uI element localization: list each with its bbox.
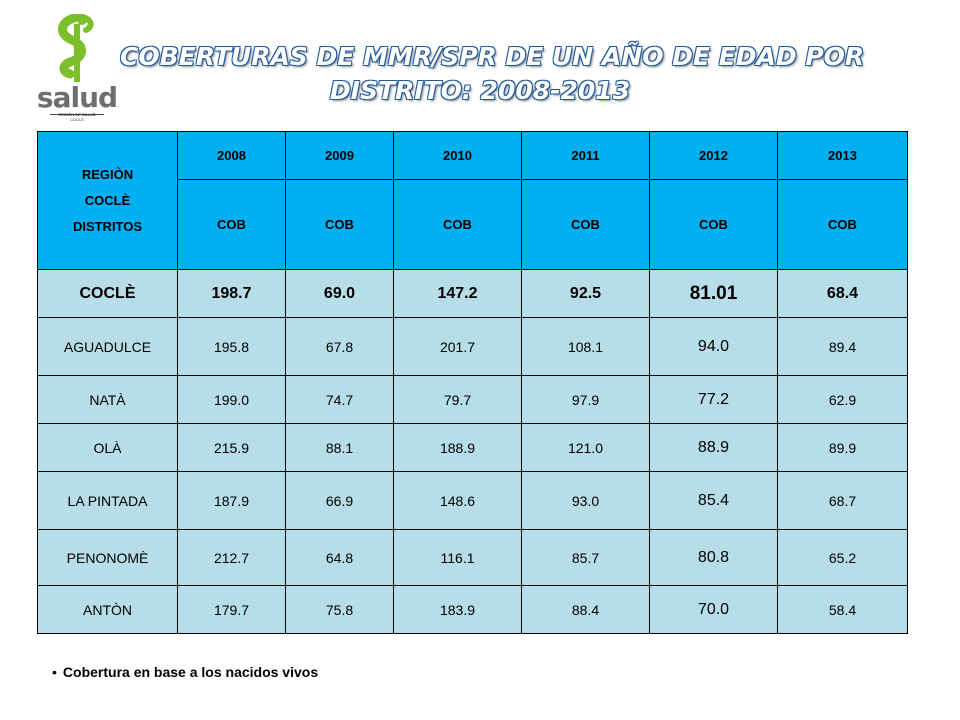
- coverage-value: 188.9: [393, 423, 522, 472]
- district-row: OLÀ 215.9 88.1 188.9 121.0 88.9 89.9: [37, 423, 908, 472]
- district-name: ANTÒN: [37, 585, 178, 634]
- coverage-value: 93.0: [521, 471, 650, 530]
- salud-logo: salud REGIÓN DE SALUD COCLÉ: [34, 14, 120, 122]
- cob-header: COB: [393, 179, 522, 270]
- coverage-value: 89.4: [777, 317, 908, 376]
- region-header-line: REGIÒN: [81, 166, 134, 182]
- coverage-value: 58.4: [777, 585, 908, 634]
- year-header: 2012: [649, 131, 778, 180]
- coverage-value: 77.2: [649, 375, 778, 424]
- cob-header: COB: [521, 179, 650, 270]
- coverage-value: 195.8: [177, 317, 286, 376]
- province-total-row: COCLÈ 198.7 69.0 147.2 92.5 81.01 68.4: [37, 269, 908, 318]
- coverage-value: 85.4: [649, 471, 778, 530]
- snake-emblem-icon: [58, 14, 94, 82]
- footnote-text: Cobertura en base a los nacidos vivos: [62, 664, 319, 680]
- coverage-value: 69.0: [285, 269, 394, 318]
- region-header-cell: REGIÒN COCLÈ DISTRITOS: [37, 131, 178, 270]
- coverage-value: 75.8: [285, 585, 394, 634]
- coverage-value: 215.9: [177, 423, 286, 472]
- coverage-value: 147.2: [393, 269, 522, 318]
- cob-header: COB: [177, 179, 286, 270]
- title-line-1: COBERTURAS DE MMR/SPR DE UN AÑO DE EDAD …: [120, 42, 865, 72]
- year-header: 2011: [521, 131, 650, 180]
- coverage-value: 74.7: [285, 375, 394, 424]
- coverage-value: 62.9: [777, 375, 908, 424]
- coverage-value: 92.5: [521, 269, 650, 318]
- district-name: OLÀ: [37, 423, 178, 472]
- district-name: PENONOMÈ: [37, 529, 178, 586]
- year-header: 2013: [777, 131, 908, 180]
- cob-header: COB: [649, 179, 778, 270]
- coverage-value: 79.7: [393, 375, 522, 424]
- coverage-value: 67.8: [285, 317, 394, 376]
- coverage-value: 88.9: [649, 423, 778, 472]
- district-row: AGUADULCE 195.8 67.8 201.7 108.1 94.0 89…: [37, 317, 908, 376]
- coverage-value: 68.4: [777, 269, 908, 318]
- cob-header: COB: [777, 179, 908, 270]
- year-header: 2009: [285, 131, 394, 180]
- district-row: PENONOMÈ 212.7 64.8 116.1 85.7 80.8 65.2: [37, 529, 908, 586]
- year-header-row: REGIÒN COCLÈ DISTRITOS 2008 2009 2010 20…: [37, 131, 908, 270]
- coverage-value: 85.7: [521, 529, 650, 586]
- coverage-value: 199.0: [177, 375, 286, 424]
- coverage-value: 70.0: [649, 585, 778, 634]
- coverage-value: 198.7: [177, 269, 286, 318]
- district-row: NATÀ 199.0 74.7 79.7 97.9 77.2 62.9: [37, 375, 908, 424]
- logo-region-text: REGIÓN DE SALUD: [58, 112, 96, 117]
- coverage-value: 66.9: [285, 471, 394, 530]
- coverage-value: 187.9: [177, 471, 286, 530]
- district-row: LA PINTADA 187.9 66.9 148.6 93.0 85.4 68…: [37, 471, 908, 530]
- slide-title: COBERTURAS DE MMR/SPR DE UN AÑO DE EDAD …: [120, 40, 865, 108]
- year-header: 2008: [177, 131, 286, 180]
- coverage-value: 81.01: [649, 269, 778, 318]
- coverage-value: 88.4: [521, 585, 650, 634]
- coverage-value: 80.8: [649, 529, 778, 586]
- coverage-value: 94.0: [649, 317, 778, 376]
- cob-header-row: COB COB COB COB COB COB: [38, 179, 908, 270]
- district-name: LA PINTADA: [37, 471, 178, 530]
- coverage-value: 65.2: [777, 529, 908, 586]
- logo-divider: [50, 114, 104, 115]
- region-header-line: COCLÈ: [84, 192, 131, 208]
- title-line-2: DISTRITO: 2008-2013: [329, 76, 631, 106]
- coverage-value: 179.7: [177, 585, 286, 634]
- coverage-value: 121.0: [521, 423, 650, 472]
- coverage-value: 89.9: [777, 423, 908, 472]
- logo-brand-text: salud: [36, 81, 118, 114]
- coverage-value: 201.7: [393, 317, 522, 376]
- district-name: NATÀ: [37, 375, 178, 424]
- coverage-value: 116.1: [393, 529, 522, 586]
- logo-province-text: COCLÉ: [70, 117, 84, 122]
- coverage-value: 148.6: [393, 471, 522, 530]
- coverage-table: REGIÒN COCLÈ DISTRITOS 2008 2009 2010 20…: [37, 131, 908, 634]
- year-header: 2010: [393, 131, 522, 180]
- coverage-value: 108.1: [521, 317, 650, 376]
- district-name: AGUADULCE: [37, 317, 178, 376]
- footnote: • Cobertura en base a los nacidos vivos: [52, 664, 318, 680]
- bullet-icon: •: [52, 664, 57, 680]
- coverage-value: 64.8: [285, 529, 394, 586]
- coverage-value: 88.1: [285, 423, 394, 472]
- coverage-value: 97.9: [521, 375, 650, 424]
- region-header-line: DISTRITOS: [72, 218, 143, 234]
- coverage-value: 183.9: [393, 585, 522, 634]
- district-name: COCLÈ: [37, 269, 178, 318]
- cob-header: COB: [285, 179, 394, 270]
- coverage-value: 212.7: [177, 529, 286, 586]
- coverage-value: 68.7: [777, 471, 908, 530]
- district-row: ANTÒN 179.7 75.8 183.9 88.4 70.0 58.4: [37, 585, 908, 634]
